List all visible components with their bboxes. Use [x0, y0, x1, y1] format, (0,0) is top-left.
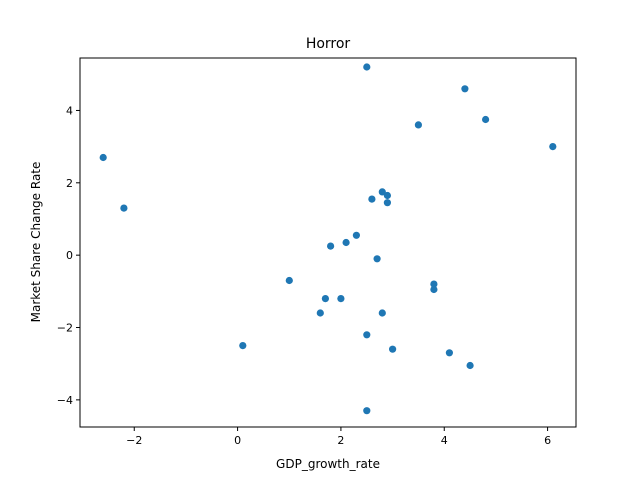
points-layer [99, 63, 557, 415]
x-tick-label: 0 [234, 434, 241, 447]
data-point [430, 285, 438, 294]
y-tick-label: 0 [66, 249, 73, 262]
data-point [239, 342, 247, 350]
data-point [482, 115, 490, 124]
data-point [363, 63, 371, 71]
axes-frame [79, 57, 577, 428]
data-point [373, 255, 381, 263]
data-point [378, 188, 386, 196]
data-point [363, 407, 371, 415]
data-point [363, 331, 371, 339]
data-point [549, 143, 557, 151]
data-point [466, 361, 474, 370]
x-tick-label: −2 [126, 434, 142, 447]
data-point [445, 349, 453, 357]
y-tick-label: 2 [66, 177, 73, 190]
x-ticks: −2 0 2 4 6 [126, 427, 551, 447]
data-point [342, 238, 350, 247]
x-tick-label: 4 [441, 434, 448, 447]
data-point [383, 191, 391, 200]
data-point [383, 199, 391, 207]
data-point [120, 204, 128, 212]
data-point [461, 85, 469, 93]
data-point [389, 345, 397, 353]
x-tick-label: 2 [337, 434, 344, 447]
data-point [285, 276, 293, 285]
y-tick-label: −4 [57, 394, 73, 407]
x-tick-label: 6 [544, 434, 551, 447]
data-point [321, 295, 329, 303]
y-tick-label: −2 [57, 322, 73, 335]
data-point [352, 231, 360, 239]
data-point [327, 242, 335, 250]
data-point [430, 280, 438, 288]
data-point [316, 309, 324, 317]
y-ticks: −4 −2 0 2 4 [57, 104, 80, 407]
y-axis-label: Market Share Change Rate [29, 162, 43, 323]
y-tick-label: 4 [66, 104, 73, 117]
data-point [378, 309, 386, 317]
data-point [99, 153, 107, 162]
x-axis-label: GDP_growth_rate [276, 457, 380, 471]
data-point [368, 195, 376, 203]
chart-title: Horror [306, 36, 351, 52]
data-point [414, 121, 422, 129]
data-point [337, 295, 345, 303]
